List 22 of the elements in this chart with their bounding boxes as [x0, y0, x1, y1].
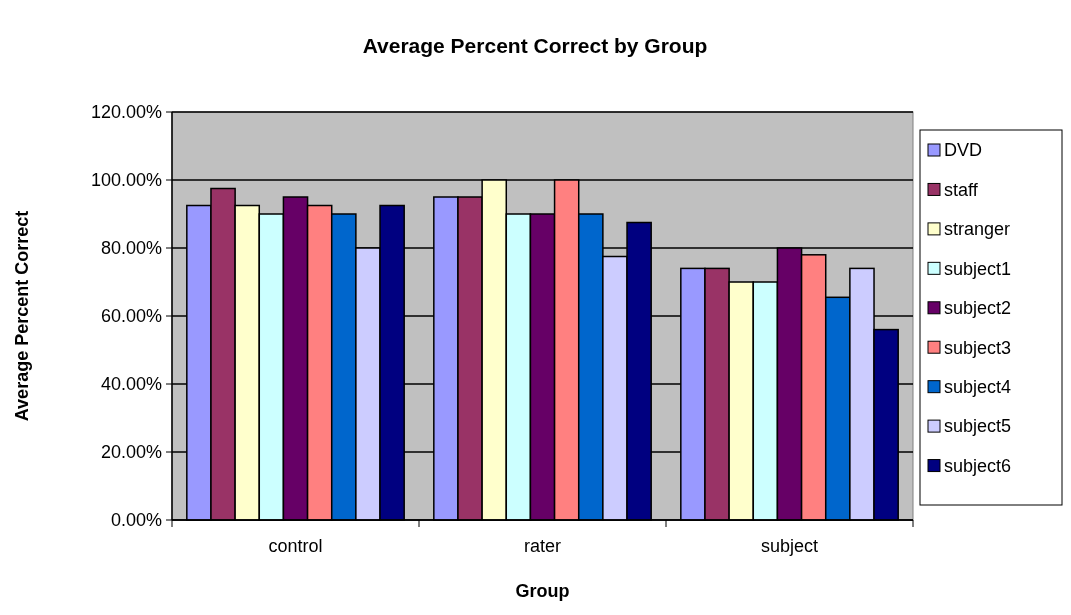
legend-label: DVD — [944, 140, 983, 161]
x-axis-title: Group — [515, 581, 570, 601]
legend-label: subject2 — [944, 298, 1012, 319]
legend-label: staff — [944, 179, 979, 200]
y-tick-label: 80.00% — [100, 238, 162, 259]
x-tick-label: rater — [523, 536, 562, 556]
legend-label: subject5 — [944, 416, 1012, 437]
legend-label: subject1 — [944, 258, 1012, 279]
x-tick-label: control — [268, 536, 323, 556]
y-tick-label: 120.00% — [90, 102, 162, 123]
y-tick-label: 0.00% — [110, 510, 162, 531]
chart-title: Average Percent Correct by Group — [362, 34, 708, 57]
legend-label: subject3 — [944, 337, 1012, 358]
x-tick-label: subject — [760, 536, 819, 556]
y-tick-label: 60.00% — [100, 306, 162, 327]
legend-label: stranger — [944, 219, 1011, 240]
y-tick-label: 100.00% — [90, 170, 162, 191]
y-tick-label: 40.00% — [100, 374, 162, 395]
y-axis-title: Average Percent Correct — [12, 210, 32, 422]
legend-label: subject4 — [944, 376, 1012, 397]
legend-label: subject6 — [944, 455, 1012, 476]
y-tick-label: 20.00% — [100, 442, 162, 463]
